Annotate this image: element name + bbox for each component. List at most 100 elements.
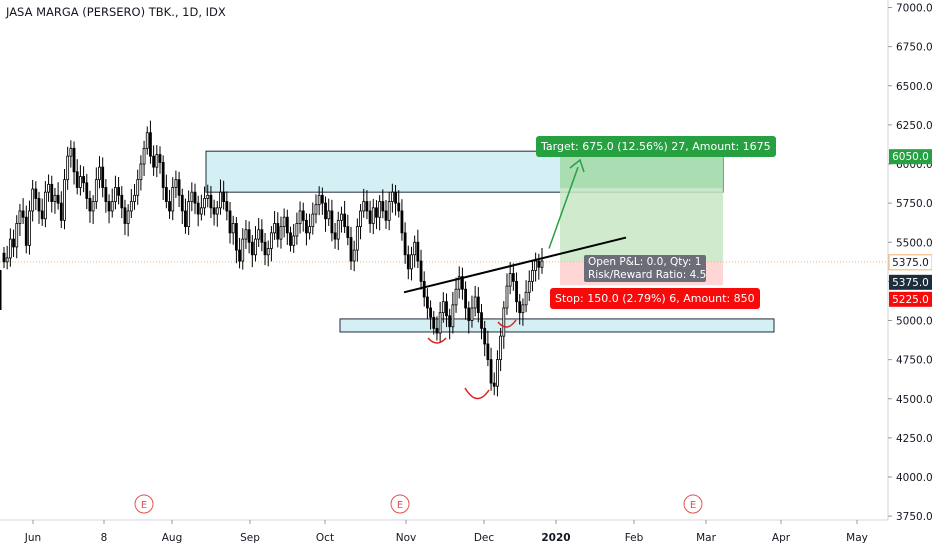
candle-body[interactable] <box>209 194 213 209</box>
candle-body[interactable] <box>161 162 165 188</box>
target-label[interactable]: Target: 675.0 (12.56%) 27, Amount: 1675 <box>536 136 776 157</box>
candle-body[interactable] <box>139 163 143 181</box>
candle-body[interactable] <box>187 201 191 227</box>
candle-body[interactable] <box>410 254 413 270</box>
candle-body[interactable] <box>467 307 471 321</box>
candle-body[interactable] <box>406 254 410 270</box>
head-marker[interactable] <box>464 387 490 400</box>
candle-body[interactable] <box>359 210 362 227</box>
candle-body[interactable] <box>276 223 280 240</box>
candle-body[interactable] <box>270 232 273 249</box>
candle-body[interactable] <box>416 241 420 262</box>
candle-body[interactable] <box>234 223 238 251</box>
candle-body[interactable] <box>247 229 251 243</box>
candle-body[interactable] <box>120 194 124 209</box>
candle-body[interactable] <box>349 237 353 262</box>
candle-body[interactable] <box>85 182 89 199</box>
candle-body[interactable] <box>228 210 232 234</box>
candle-body[interactable] <box>101 166 105 188</box>
position-info[interactable]: Open P&L: 0.0, Qty: 1 Risk/Reward Ratio:… <box>584 255 706 282</box>
candle-body[interactable] <box>448 315 452 328</box>
candle-body[interactable] <box>489 359 493 384</box>
candle-body[interactable] <box>432 316 436 329</box>
candle-body[interactable] <box>231 223 235 234</box>
candle-body[interactable] <box>174 179 178 188</box>
candle-body[interactable] <box>355 226 359 251</box>
candle-body[interactable] <box>225 201 229 212</box>
candle-body[interactable] <box>368 210 372 224</box>
candle-body[interactable] <box>394 191 397 204</box>
candle-body[interactable] <box>308 226 312 234</box>
candle-body[interactable] <box>206 194 210 199</box>
candle-body[interactable] <box>43 191 47 220</box>
candle-body[interactable] <box>375 207 378 218</box>
candle-body[interactable] <box>260 229 264 243</box>
candle-body[interactable] <box>390 191 394 202</box>
candle-body[interactable] <box>12 238 15 248</box>
candle-body[interactable] <box>254 238 257 256</box>
stop-label[interactable]: Stop: 150.0 (2.79%) 6, Amount: 850 <box>550 288 760 309</box>
candle-body[interactable] <box>66 155 70 181</box>
candle-body[interactable] <box>346 226 350 238</box>
candle-body[interactable] <box>177 179 181 196</box>
candle-body[interactable] <box>365 201 369 212</box>
candle-body[interactable] <box>59 202 63 221</box>
candle-body[interactable] <box>397 202 401 212</box>
candle-body[interactable] <box>37 198 41 212</box>
candle-body[interactable] <box>524 291 528 306</box>
candle-body[interactable] <box>531 270 534 282</box>
candle-body[interactable] <box>15 223 19 248</box>
candle-body[interactable] <box>537 260 541 268</box>
candle-body[interactable] <box>502 307 506 337</box>
candle-body[interactable] <box>534 260 538 271</box>
candle-body[interactable] <box>317 194 321 206</box>
candle-body[interactable] <box>521 304 525 314</box>
candle-body[interactable] <box>180 194 184 212</box>
candle-body[interactable] <box>492 382 496 387</box>
candle-body[interactable] <box>257 229 261 240</box>
candle-body[interactable] <box>184 210 187 227</box>
candle-body[interactable] <box>425 296 429 309</box>
candle-body[interactable] <box>222 191 226 202</box>
candle-body[interactable] <box>289 232 292 246</box>
candle-body[interactable] <box>94 179 98 202</box>
candle-body[interactable] <box>250 241 254 256</box>
candle-body[interactable] <box>505 285 509 309</box>
candle-body[interactable] <box>8 238 12 259</box>
candle-body[interactable] <box>88 198 92 212</box>
candle-body[interactable] <box>5 257 9 263</box>
candle-body[interactable] <box>110 201 114 212</box>
candle-body[interactable] <box>295 223 299 237</box>
candle-body[interactable] <box>330 210 334 234</box>
candle-body[interactable] <box>445 301 448 317</box>
earnings-event-icon[interactable] <box>683 494 703 514</box>
candle-body[interactable] <box>63 179 66 221</box>
candle-body[interactable] <box>279 226 283 240</box>
candle-body[interactable] <box>413 241 417 256</box>
candle-body[interactable] <box>457 276 461 290</box>
candle-body[interactable] <box>314 204 318 215</box>
target-arrow-line[interactable] <box>548 166 579 249</box>
candle-body[interactable] <box>371 207 375 224</box>
candle-body[interactable] <box>196 202 200 215</box>
candle-body[interactable] <box>422 280 426 298</box>
candle-body[interactable] <box>403 232 407 256</box>
candle-body[interactable] <box>21 210 25 218</box>
candle-body[interactable] <box>142 147 146 165</box>
candle-body[interactable] <box>333 232 337 240</box>
candle-body[interactable] <box>34 188 38 199</box>
candle-body[interactable] <box>28 210 31 246</box>
candle-body[interactable] <box>508 273 512 287</box>
candle-body[interactable] <box>53 194 57 202</box>
candle-body[interactable] <box>340 213 343 221</box>
candle-body[interactable] <box>263 241 267 256</box>
candle-body[interactable] <box>133 194 136 202</box>
candle-body[interactable] <box>441 301 445 314</box>
price-label-entry[interactable] <box>888 254 932 271</box>
trendline[interactable] <box>403 236 627 294</box>
candle-body[interactable] <box>31 188 35 212</box>
candle-body[interactable] <box>75 171 79 188</box>
candle-body[interactable] <box>136 179 140 196</box>
candle-body[interactable] <box>149 132 152 157</box>
